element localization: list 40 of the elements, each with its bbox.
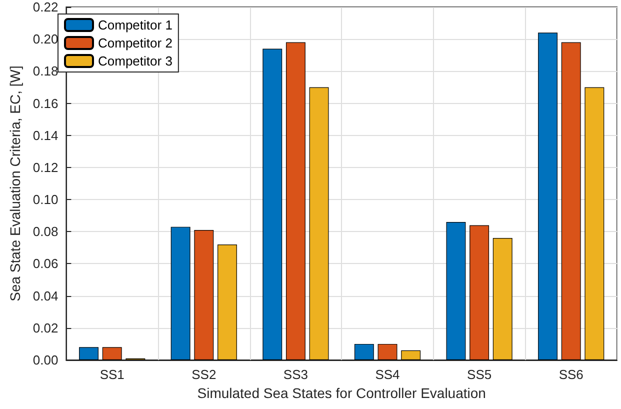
y-tick-label: 0.22 (32, 0, 58, 14)
y-tick-label: 0.20 (32, 32, 58, 47)
y-tick-label: 0.18 (32, 64, 58, 79)
bar (378, 344, 398, 360)
bar (561, 42, 581, 360)
y-axis-title: Sea State Evaluation Criteria, EC, [W] (7, 66, 23, 302)
legend-label: Competitor 2 (98, 36, 172, 50)
x-tick-label: SS2 (192, 367, 216, 382)
bar (354, 344, 374, 360)
y-tick-label: 0.02 (32, 320, 58, 336)
legend-label: Competitor 1 (98, 18, 172, 32)
y-tick-label: 0.08 (32, 224, 58, 240)
bar (79, 347, 98, 360)
bar (194, 230, 214, 360)
x-tick-label: SS3 (283, 367, 308, 382)
x-tick-label: SS5 (467, 367, 492, 382)
bar (470, 225, 490, 360)
bar (538, 32, 558, 360)
x-tick-label: SS4 (375, 367, 400, 382)
bar (446, 222, 466, 360)
bar (309, 87, 329, 360)
bar (102, 347, 122, 360)
x-axis-title: Simulated Sea States for Controller Evaluation (197, 384, 486, 401)
legend-label: Competitor 3 (98, 54, 172, 68)
y-tick-label: 0.12 (32, 160, 58, 175)
y-tick-label: 0.16 (32, 96, 58, 111)
bar (584, 87, 604, 360)
bar (218, 244, 237, 360)
y-tick-label: 0.10 (32, 192, 58, 208)
y-tick-label: 0.00 (32, 352, 58, 368)
bar (262, 48, 282, 360)
y-tick-label: 0.14 (32, 128, 58, 143)
x-tick-label: SS1 (100, 367, 124, 382)
x-tick-label: SS6 (558, 367, 584, 382)
bar (286, 42, 306, 360)
y-tick-label: 0.06 (32, 256, 58, 272)
bar (401, 350, 421, 360)
bar (492, 238, 512, 360)
y-tick-label: 0.04 (32, 288, 58, 304)
bar (170, 226, 190, 360)
